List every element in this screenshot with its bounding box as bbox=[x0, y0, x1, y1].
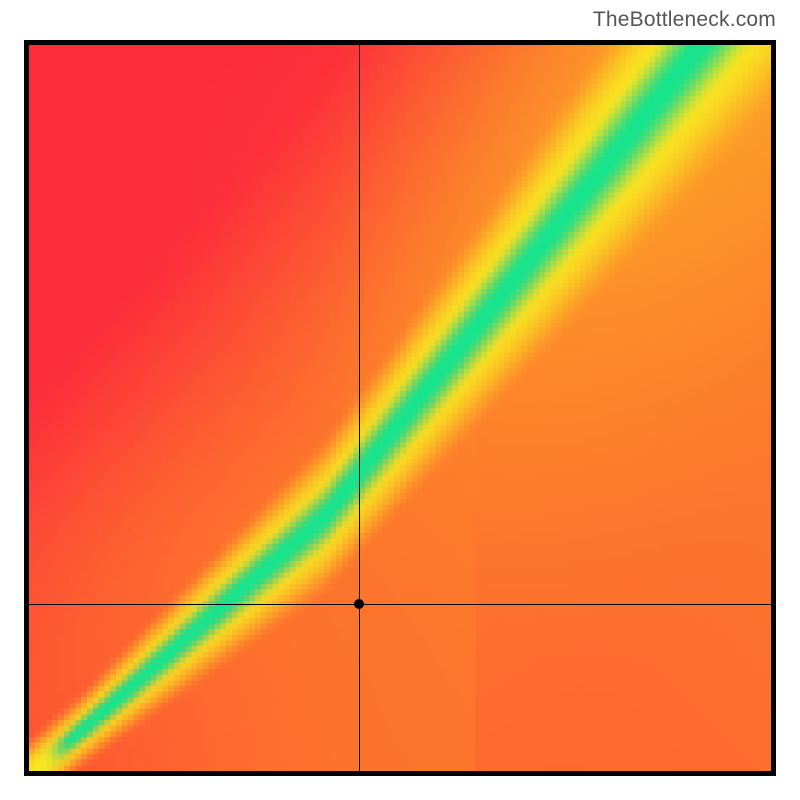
plot-frame bbox=[24, 40, 776, 776]
crosshair-vertical bbox=[359, 45, 360, 771]
watermark-text: TheBottleneck.com bbox=[593, 8, 776, 32]
chart-container: TheBottleneck.com bbox=[0, 0, 800, 800]
crosshair-horizontal bbox=[29, 604, 771, 605]
heatmap-canvas bbox=[29, 45, 771, 771]
